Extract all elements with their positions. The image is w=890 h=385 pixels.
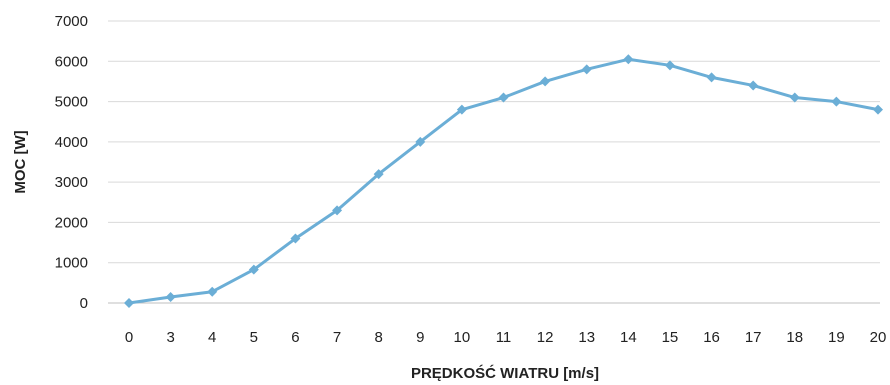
data-point-0-6 <box>373 169 384 180</box>
data-point-0-2 <box>207 286 218 297</box>
data-point-0-17 <box>831 96 842 107</box>
data-point-0-18 <box>873 104 883 115</box>
data-point-0-0 <box>124 298 134 308</box>
x-tick-label-8: 10 <box>454 329 471 346</box>
y-tick-label-3: 3000 <box>55 174 88 191</box>
x-tick-labels: 0 3 4 5 6 7 8 9 10 11 12 13 14 15 16 17 18 19 20 <box>125 329 887 346</box>
data-point-0-10 <box>540 76 551 87</box>
data-point-0-8 <box>456 104 467 115</box>
x-tick-label-14: 16 <box>703 329 720 346</box>
x-tick-label-2: 4 <box>208 329 216 346</box>
x-tick-label-11: 13 <box>578 329 595 346</box>
series <box>124 54 883 308</box>
x-tick-label-13: 15 <box>662 329 679 346</box>
data-point-0-4 <box>290 233 301 244</box>
x-tick-label-1: 3 <box>166 329 174 346</box>
data-point-0-12 <box>623 54 634 65</box>
x-axis-title: PRĘDKOŚĆ WIATRU [m/s] <box>411 364 599 382</box>
x-tick-label-9: 11 <box>496 329 512 346</box>
y-tick-label-4: 4000 <box>55 134 88 151</box>
y-tick-label-5: 5000 <box>55 94 88 111</box>
data-point-0-15 <box>748 80 759 91</box>
x-tick-label-7: 9 <box>416 329 424 346</box>
x-tick-label-17: 19 <box>828 329 845 346</box>
y-tick-label-7: 7000 <box>55 13 88 30</box>
data-point-0-13 <box>664 60 675 71</box>
x-tick-label-0: 0 <box>125 329 133 346</box>
y-tick-label-0: 0 <box>80 295 88 312</box>
y-tick-label-1: 1000 <box>55 255 88 272</box>
y-tick-label-6: 6000 <box>55 53 88 70</box>
x-tick-label-12: 14 <box>620 329 637 346</box>
data-point-0-5 <box>332 205 343 216</box>
data-point-0-9 <box>498 92 509 103</box>
x-tick-label-5: 7 <box>333 329 341 346</box>
data-point-0-14 <box>706 72 717 83</box>
data-point-0-16 <box>789 92 800 103</box>
data-point-0-3 <box>248 264 259 275</box>
data-point-0-7 <box>415 136 426 147</box>
x-tick-label-16: 18 <box>786 329 803 346</box>
y-axis-title: MOC [W] <box>12 130 29 193</box>
x-tick-label-6: 8 <box>374 329 382 346</box>
x-tick-label-3: 5 <box>250 329 258 346</box>
data-point-0-11 <box>581 64 592 75</box>
x-tick-label-10: 12 <box>537 329 554 346</box>
x-tick-label-15: 17 <box>745 329 762 346</box>
data-point-0-1 <box>165 291 176 302</box>
x-tick-label-4: 6 <box>291 329 299 346</box>
y-tick-label-2: 2000 <box>55 214 88 231</box>
x-tick-label-18: 20 <box>870 329 887 346</box>
grid-lines <box>108 20 880 264</box>
y-tick-labels: 0 1000 2000 3000 4000 5000 6000 7000 <box>55 13 88 312</box>
